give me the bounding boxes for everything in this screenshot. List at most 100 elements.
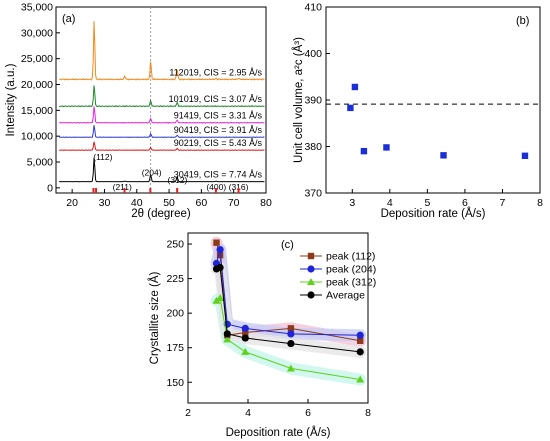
panel-a-xrd: 20 30 40 50 60 70 80 0 5,000 10,000 15,000 20,000 25… — [5, 2, 272, 221]
panel-b-xtick-label: 4 — [387, 197, 393, 209]
panel-a-series-line — [59, 21, 265, 81]
panel-a-xtick-label: 70 — [228, 197, 240, 209]
panel-a-ytick-label: 0 — [47, 182, 53, 194]
panel-c-legend-label: Average — [326, 290, 365, 302]
panel-c-point — [356, 348, 364, 356]
panel-b-ylabel: Unit cell volume, a²c (Å³) — [292, 37, 305, 163]
panel-a-series-label: 90219, CIS = 5.43 Å/s — [174, 138, 263, 148]
panel-b-xtick-label: 7 — [500, 197, 506, 209]
panel-a-series-line — [59, 141, 265, 151]
panel-a-xtick-label: 40 — [131, 197, 143, 209]
panel-c-point — [287, 325, 295, 332]
panel-c-ytick-label: 250 — [166, 239, 184, 251]
panel-c-xtick-label: 6 — [305, 407, 311, 419]
panel-c-point — [216, 263, 224, 272]
panel-a-ytick-label: 30,000 — [21, 27, 53, 39]
panel-a-label: (a) — [62, 13, 75, 25]
panel-a-series-line — [59, 125, 265, 139]
panel-a-annotation: (204) — [142, 167, 162, 177]
panel-c-xtick-label: 2 — [185, 407, 191, 419]
panel-c-point — [287, 339, 295, 348]
panel-b-frame — [325, 6, 541, 194]
panel-c-xtick-label: 4 — [245, 407, 251, 419]
panel-c-xtick-label: 8 — [365, 407, 371, 419]
panel-c-label: (c) — [281, 239, 294, 251]
panel-a-annotation: (400) — [206, 182, 226, 192]
panel-c-point — [223, 335, 232, 343]
panel-a-xtick-label: 80 — [260, 197, 272, 209]
panel-c-point — [307, 252, 315, 260]
panel-c-point — [223, 320, 231, 328]
panel-a-xtick-label: 60 — [196, 197, 208, 209]
panel-c-ylabel: Crystallite size (Å) — [148, 272, 161, 365]
panel-c-point — [241, 347, 250, 355]
panel-a-ytick-label: 35,000 — [21, 2, 53, 14]
panel-a-series-line — [58, 85, 265, 108]
panel-b-ytick-label: 400 — [304, 48, 322, 60]
panel-b-point — [383, 144, 390, 151]
panel-c-point — [287, 330, 295, 338]
panel-b-xtick-label: 6 — [462, 197, 468, 209]
panel-a-xtick-label: 50 — [163, 197, 175, 209]
panel-c-crystallite: 2 4 6 8 150 175 200 225 250 peak (112)peak (204)… — [148, 232, 376, 439]
panel-b-xtick-label: 3 — [349, 197, 355, 209]
panel-c-point — [241, 334, 249, 342]
panel-c-point — [357, 337, 364, 345]
panel-c-ytick-label: 175 — [166, 342, 184, 354]
panel-c-point — [213, 239, 220, 246]
panel-a-ytick-label: 15,000 — [21, 105, 53, 117]
panel-b-ytick-label: 390 — [304, 95, 322, 107]
panel-a-xtick-label: 30 — [99, 197, 111, 209]
panel-c-point — [307, 265, 315, 273]
panel-a-annotation: (211) — [113, 182, 132, 192]
panel-a-annotation: (316) — [229, 182, 249, 192]
panel-c-point — [223, 330, 231, 338]
panel-b-ytick-label: 410 — [304, 2, 322, 14]
panel-a-ytick-label: 20,000 — [21, 79, 53, 91]
panel-b-point — [347, 104, 354, 112]
panel-c-legend-label: peak (312) — [326, 277, 376, 289]
panel-a-ytick-label: 25,000 — [21, 53, 53, 65]
panel-c-point — [212, 296, 221, 304]
panel-c-ytick-label: 200 — [166, 308, 184, 320]
panel-a-ytick-label: 5,000 — [27, 157, 53, 169]
panel-c-point — [241, 324, 249, 332]
panel-a-series-label: 101019, CIS = 3.07 Å/s — [169, 94, 263, 104]
panel-b-xlabel: Deposition rate (Å/s) — [381, 207, 486, 220]
panel-c-ytick-label: 225 — [166, 273, 184, 285]
panel-a-ylabel: Intensity (a.u.) — [5, 63, 17, 136]
panel-c-ytick-label: 150 — [166, 377, 184, 389]
panel-a-series-label: 91419, CIS = 3.31 Å/s — [174, 111, 263, 121]
panel-a-annotation: (112) — [93, 152, 112, 162]
panel-a-xtick-label: 20 — [66, 197, 78, 209]
panel-b-point — [360, 147, 368, 155]
panel-b-xtick-label: 5 — [424, 197, 430, 209]
panel-c-frame — [187, 232, 369, 404]
panel-c-xlabel: Deposition rate (Å/s) — [226, 426, 331, 439]
panel-c-point — [216, 293, 225, 301]
panel-b-point — [351, 83, 359, 91]
panel-b-ytick-label: 380 — [304, 141, 322, 153]
panel-a-series-label: 30419, CIS = 7.74 Å/s — [174, 170, 263, 180]
panel-c-point — [307, 278, 315, 285]
panel-b-volume: 3 4 5 6 7 8 370 380 390 400 410 (b) Deposition rat… — [292, 2, 543, 221]
panel-c-point — [286, 364, 295, 372]
panel-a-series-line — [59, 158, 265, 183]
panel-a-series-line — [59, 106, 265, 124]
panel-c-point — [242, 329, 249, 336]
panel-c-point — [307, 291, 315, 299]
panel-a-series-label: 90419, CIS = 3.91 Å/s — [174, 125, 263, 135]
panel-a-xlabel: 2θ (degree) — [131, 208, 191, 220]
panel-c-point — [356, 375, 365, 383]
panel-b-xtick-label: 8 — [537, 197, 543, 209]
panel-a-ytick-label: 10,000 — [21, 131, 53, 143]
panel-b-point — [521, 152, 529, 159]
panel-b-label: (b) — [516, 15, 529, 27]
panel-a-frame — [55, 6, 267, 194]
panel-c-point — [216, 245, 224, 254]
panel-b-ytick-label: 370 — [304, 188, 322, 200]
panel-c-legend-label: peak (204) — [326, 264, 376, 276]
panel-c-point — [216, 251, 224, 259]
panel-c-point — [356, 331, 364, 339]
